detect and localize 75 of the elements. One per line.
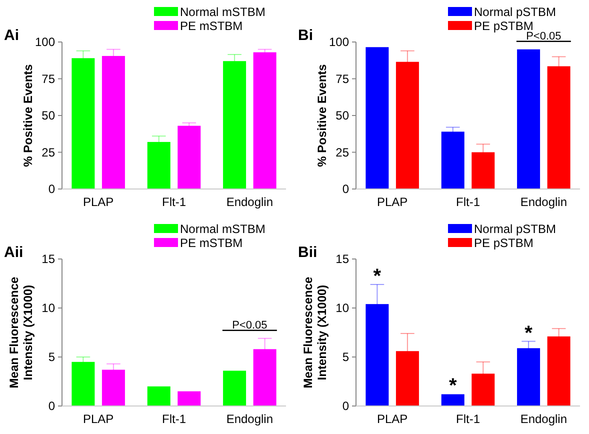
chart-title: Bi	[298, 27, 313, 44]
y-axis-title: % Positive Events	[21, 64, 35, 167]
bar	[472, 374, 495, 406]
legend-label: PE pSTBM	[474, 19, 534, 33]
y-tick-label: 75	[336, 72, 350, 86]
y-tick-label: 0	[48, 399, 56, 414]
annotation: *	[373, 265, 382, 288]
bar	[441, 132, 464, 189]
x-tick-label: PLAP	[376, 195, 408, 209]
legend-label: Normal mSTBM	[180, 5, 266, 19]
bar	[102, 56, 125, 189]
x-tick-label: PLAP	[376, 412, 408, 426]
bar	[72, 58, 95, 189]
annotation: P<0.05	[526, 30, 562, 42]
bar	[396, 351, 419, 406]
bar	[547, 336, 570, 406]
y-axis-title: Mean Fluorescence Intensity (X1000)	[7, 276, 35, 388]
y-tick-label: 5	[342, 350, 350, 364]
y-tick-label: 50	[42, 108, 56, 123]
y-tick-label: 100	[34, 35, 56, 50]
x-tick-label: Endoglin	[520, 412, 568, 426]
annotation: P<0.05	[232, 319, 268, 332]
annotation: *	[448, 375, 457, 398]
y-tick-label: 75	[42, 72, 56, 86]
legend-label: PE mSTBM	[180, 236, 243, 250]
legend-label: Normal pSTBM	[474, 5, 556, 19]
x-tick-label: Endoglin	[520, 195, 568, 209]
annotation: *	[524, 322, 533, 344]
y-tick-label: 100	[328, 35, 350, 50]
bar	[517, 49, 540, 189]
bar	[366, 304, 389, 406]
legend-label: PE mSTBM	[180, 19, 243, 33]
bar	[223, 61, 246, 189]
y-axis-title: Mean Fluorescence Intensity (X1000)	[301, 276, 329, 388]
y-tick-label: 25	[42, 145, 56, 160]
bar	[102, 370, 125, 406]
x-tick-label: PLAP	[82, 195, 114, 209]
legend-label: Normal pSTBM	[474, 222, 556, 236]
y-tick-label: 25	[336, 145, 350, 160]
bar	[441, 394, 464, 406]
y-tick-label: 5	[48, 350, 56, 364]
bar	[178, 391, 201, 406]
x-tick-label: Flt-1	[162, 412, 186, 426]
bar	[147, 142, 170, 189]
bar	[547, 66, 570, 189]
x-tick-label: Flt-1	[162, 195, 186, 209]
bar	[396, 62, 419, 189]
legend-label: Normal mSTBM	[180, 222, 266, 236]
y-tick-label: 15	[42, 252, 56, 266]
chart-title: Aii	[4, 244, 24, 261]
x-tick-label: Endoglin	[226, 412, 274, 426]
bar	[253, 52, 276, 189]
bar	[178, 126, 201, 189]
x-tick-label: Flt-1	[456, 195, 480, 209]
chart-title: Ai	[4, 27, 19, 44]
legend-label: PE pSTBM	[474, 236, 534, 250]
y-tick-label: 0	[48, 182, 56, 196]
bar	[223, 370, 246, 406]
y-tick-label: 15	[336, 252, 350, 266]
chart-title: Bii	[298, 244, 318, 261]
bar	[147, 386, 170, 406]
bar	[366, 47, 389, 189]
x-tick-label: Flt-1	[456, 412, 480, 426]
y-tick-label: 50	[336, 108, 350, 123]
x-tick-label: Endoglin	[226, 195, 274, 209]
y-axis-title: % Positive Events	[315, 64, 329, 167]
y-tick-label: 0	[342, 399, 350, 414]
y-tick-label: 10	[42, 301, 56, 316]
y-tick-label: 10	[336, 301, 350, 316]
bar	[72, 362, 95, 406]
bar	[517, 348, 540, 406]
bar	[472, 152, 495, 189]
x-tick-label: PLAP	[82, 412, 114, 426]
y-tick-label: 0	[342, 182, 350, 196]
bar	[253, 349, 276, 406]
